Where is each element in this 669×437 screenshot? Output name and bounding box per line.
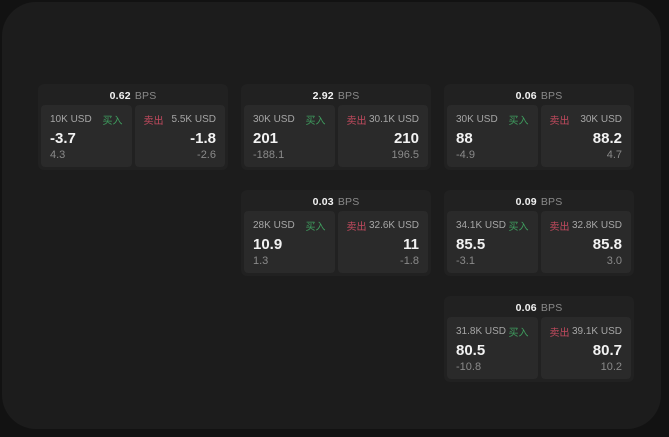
quote-card: 0.09 BPS 34.1K USD 买入 85.5 -3.1 卖出 32.8K… bbox=[444, 190, 634, 276]
buy-panel[interactable]: 30K USD 买入 88 -4.9 bbox=[447, 105, 538, 167]
bps-value: 0.06 bbox=[515, 90, 537, 102]
sell-delta: 196.5 bbox=[391, 149, 419, 161]
buy-size: 34.1K USD bbox=[456, 220, 507, 231]
bps-header: 0.03 BPS bbox=[244, 193, 428, 211]
buy-delta: 1.3 bbox=[253, 255, 269, 267]
buy-panel[interactable]: 10K USD 买入 -3.7 4.3 bbox=[41, 105, 132, 167]
buy-price: 88 bbox=[456, 130, 473, 147]
buy-side-label: 买入 bbox=[305, 116, 326, 127]
sell-side-label: 卖出 bbox=[549, 116, 570, 127]
quote-card: 2.92 BPS 30K USD 买入 201 -188.1 卖出 30.1K … bbox=[241, 84, 431, 170]
bps-header: 0.06 BPS bbox=[447, 299, 631, 317]
bps-unit-label: BPS bbox=[337, 90, 360, 102]
buy-panel[interactable]: 34.1K USD 买入 85.5 -3.1 bbox=[447, 211, 538, 273]
sell-delta: 3.0 bbox=[606, 255, 622, 267]
buy-side-label: 买入 bbox=[508, 222, 529, 233]
bps-header: 0.62 BPS bbox=[41, 87, 225, 105]
sell-size: 32.8K USD bbox=[571, 220, 622, 231]
sell-size: 32.6K USD bbox=[368, 220, 419, 231]
sell-size: 39.1K USD bbox=[571, 326, 622, 337]
quote-cards-grid: 0.62 BPS 10K USD 买入 -3.7 4.3 卖出 5.5K USD… bbox=[38, 84, 634, 382]
bps-unit-label: BPS bbox=[540, 302, 563, 314]
sell-price: -1.8 bbox=[190, 130, 216, 147]
buy-size: 10K USD bbox=[50, 114, 92, 125]
buy-delta: -4.9 bbox=[456, 149, 475, 161]
sell-size: 5.5K USD bbox=[171, 114, 216, 125]
buy-panel[interactable]: 31.8K USD 买入 80.5 -10.8 bbox=[447, 317, 538, 379]
buy-side-label: 买入 bbox=[102, 116, 123, 127]
buy-side-label: 买入 bbox=[508, 328, 529, 339]
sell-side-label: 卖出 bbox=[346, 222, 367, 233]
bps-unit-label: BPS bbox=[337, 196, 360, 208]
sell-panel[interactable]: 卖出 30.1K USD 210 196.5 bbox=[337, 105, 428, 167]
bps-value: 2.92 bbox=[312, 90, 334, 102]
bps-value: 0.03 bbox=[312, 196, 334, 208]
bps-value: 0.06 bbox=[515, 302, 537, 314]
sell-side-label: 卖出 bbox=[346, 116, 367, 127]
sell-price: 85.8 bbox=[592, 236, 622, 253]
buy-price: -3.7 bbox=[50, 130, 76, 147]
buy-side-label: 买入 bbox=[305, 222, 326, 233]
sell-panel[interactable]: 卖出 39.1K USD 80.7 10.2 bbox=[540, 317, 631, 379]
bps-header: 2.92 BPS bbox=[244, 87, 428, 105]
buy-size: 30K USD bbox=[456, 114, 498, 125]
bps-unit-label: BPS bbox=[134, 90, 157, 102]
sell-panel[interactable]: 卖出 5.5K USD -1.8 -2.6 bbox=[134, 105, 225, 167]
sell-panel[interactable]: 卖出 32.8K USD 85.8 3.0 bbox=[540, 211, 631, 273]
quote-card: 0.03 BPS 28K USD 买入 10.9 1.3 卖出 32.6K US… bbox=[241, 190, 431, 276]
quote-card: 0.62 BPS 10K USD 买入 -3.7 4.3 卖出 5.5K USD… bbox=[38, 84, 228, 170]
sell-panel[interactable]: 卖出 32.6K USD 11 -1.8 bbox=[337, 211, 428, 273]
quote-card: 0.06 BPS 31.8K USD 买入 80.5 -10.8 卖出 39.1… bbox=[444, 296, 634, 382]
buy-price: 80.5 bbox=[456, 342, 486, 359]
buy-price: 201 bbox=[253, 130, 279, 147]
quote-card: 0.06 BPS 30K USD 买入 88 -4.9 卖出 30K USD 8… bbox=[444, 84, 634, 170]
buy-delta: 4.3 bbox=[50, 149, 66, 161]
bps-unit-label: BPS bbox=[540, 90, 563, 102]
sell-panel[interactable]: 卖出 30K USD 88.2 4.7 bbox=[540, 105, 631, 167]
sell-price: 11 bbox=[403, 236, 419, 253]
buy-size: 31.8K USD bbox=[456, 326, 507, 337]
buy-delta: -188.1 bbox=[253, 149, 285, 161]
bps-header: 0.06 BPS bbox=[447, 87, 631, 105]
buy-price: 85.5 bbox=[456, 236, 486, 253]
buy-size: 30K USD bbox=[253, 114, 295, 125]
sell-delta: 10.2 bbox=[600, 361, 622, 373]
bps-value: 0.09 bbox=[515, 196, 537, 208]
buy-delta: -3.1 bbox=[456, 255, 475, 267]
bps-value: 0.62 bbox=[109, 90, 131, 102]
bps-unit-label: BPS bbox=[540, 196, 563, 208]
bps-header: 0.09 BPS bbox=[447, 193, 631, 211]
buy-side-label: 买入 bbox=[508, 116, 529, 127]
buy-panel[interactable]: 28K USD 买入 10.9 1.3 bbox=[244, 211, 335, 273]
sell-price: 80.7 bbox=[592, 342, 622, 359]
sell-delta: -1.8 bbox=[400, 255, 419, 267]
buy-price: 10.9 bbox=[253, 236, 283, 253]
sell-delta: 4.7 bbox=[606, 149, 622, 161]
buy-size: 28K USD bbox=[253, 220, 295, 231]
buy-panel[interactable]: 30K USD 买入 201 -188.1 bbox=[244, 105, 335, 167]
sell-size: 30K USD bbox=[580, 114, 622, 125]
sell-side-label: 卖出 bbox=[549, 328, 570, 339]
sell-side-label: 卖出 bbox=[549, 222, 570, 233]
sell-price: 88.2 bbox=[592, 130, 622, 147]
sell-price: 210 bbox=[393, 130, 419, 147]
sell-delta: -2.6 bbox=[197, 149, 216, 161]
sell-side-label: 卖出 bbox=[143, 116, 164, 127]
buy-delta: -10.8 bbox=[456, 361, 482, 373]
sell-size: 30.1K USD bbox=[368, 114, 419, 125]
